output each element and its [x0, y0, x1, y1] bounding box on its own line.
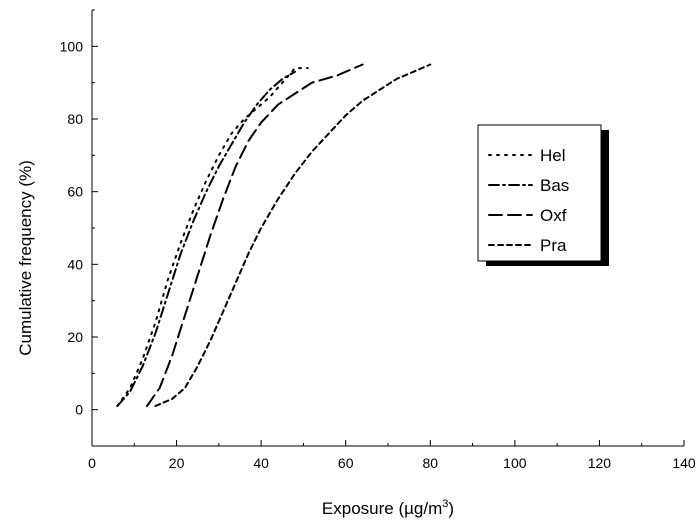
legend-label-oxf: Oxf: [540, 206, 567, 225]
x-tick-label: 20: [169, 455, 185, 471]
x-tick-label: 0: [88, 455, 96, 471]
legend: Hel Bas Oxf Pra: [477, 124, 609, 266]
y-tick-label: 0: [75, 402, 83, 418]
x-tick-label: 100: [503, 455, 527, 471]
x-axis-label-main: Exposure (µg/m: [322, 499, 442, 518]
x-tick-label: 140: [672, 455, 696, 471]
series-line-pra: [154, 63, 432, 407]
series-line-hel: [116, 67, 309, 407]
y-tick-label: 40: [67, 256, 83, 272]
x-tick-label: 80: [422, 455, 438, 471]
x-tick-label: 40: [253, 455, 269, 471]
y-tick-label: 60: [67, 184, 83, 200]
y-tick-label: 80: [67, 111, 83, 127]
legend-label-pra: Pra: [540, 236, 567, 255]
y-tick-label: 100: [60, 38, 84, 54]
x-axis-label-sup: 3: [442, 498, 448, 510]
y-axis-label: Cumulative frequency (%): [16, 160, 35, 356]
axes: 0 20 40 60 80 100 0 20 40 60 80 100 120 140: [60, 9, 696, 471]
x-tick-label: 60: [338, 455, 354, 471]
series-layer: [116, 63, 432, 407]
legend-label-hel: Hel: [540, 146, 566, 165]
x-axis-label: Exposure (µg/m3): [322, 498, 454, 518]
legend-label-bas: Bas: [540, 176, 569, 195]
y-tick-label: 20: [67, 329, 83, 345]
x-tick-label: 120: [588, 455, 612, 471]
legend-box: [477, 124, 602, 262]
series-line-oxf: [146, 63, 364, 407]
x-axis-label-suffix: ): [448, 499, 454, 518]
series-line-bas: [116, 70, 296, 407]
